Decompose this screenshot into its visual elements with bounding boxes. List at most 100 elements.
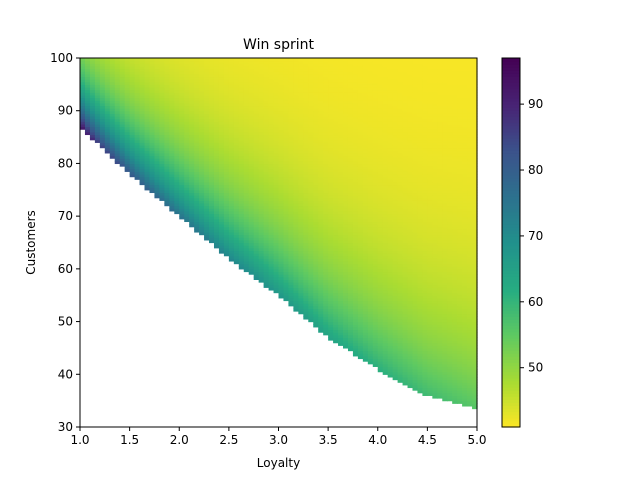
heatmap-cell	[154, 189, 160, 194]
heatmap-cell	[139, 137, 146, 141]
heatmap-cell	[377, 326, 384, 331]
heatmap-cell	[397, 305, 404, 309]
heatmap-cell	[347, 184, 354, 188]
heatmap-cell	[338, 131, 344, 136]
heatmap-cell	[293, 79, 299, 83]
heatmap-cell	[303, 94, 309, 99]
heatmap-cell	[352, 86, 359, 91]
heatmap-cell	[377, 158, 384, 162]
heatmap-cell	[169, 142, 175, 146]
heatmap-cell	[293, 250, 299, 254]
heatmap-cell	[283, 234, 290, 238]
heatmap-cell	[333, 255, 339, 259]
heatmap-cell	[109, 137, 116, 141]
heatmap-cell	[228, 158, 235, 162]
heatmap-cell	[343, 118, 349, 122]
heatmap-cell	[134, 176, 141, 180]
heatmap-cell	[238, 160, 245, 165]
heatmap-cell	[298, 289, 304, 294]
heatmap-cell	[303, 260, 309, 265]
heatmap-cell	[273, 79, 280, 83]
heatmap-cell	[392, 158, 399, 162]
heatmap-cell	[263, 224, 270, 228]
heatmap-cell	[80, 81, 86, 85]
heatmap-cell	[164, 121, 170, 125]
heatmap-cell	[169, 89, 175, 93]
heatmap-cell	[323, 197, 329, 201]
heatmap-cell	[392, 358, 399, 362]
heatmap-cell	[233, 216, 240, 220]
heatmap-cell	[357, 226, 364, 230]
heatmap-cell	[243, 171, 250, 175]
heatmap-cell	[149, 81, 156, 85]
heatmap-cell	[357, 284, 364, 288]
heatmap-cell	[377, 260, 384, 265]
heatmap-cell	[248, 137, 255, 141]
heatmap-cell	[204, 81, 210, 85]
heatmap-cell	[278, 68, 285, 72]
heatmap-cell	[362, 253, 369, 257]
heatmap-cell	[313, 292, 319, 296]
heatmap-cell	[372, 318, 379, 323]
heatmap-cell	[243, 139, 250, 143]
heatmap-cell	[357, 126, 364, 130]
heatmap-cell	[308, 97, 314, 101]
heatmap-cell	[288, 126, 294, 130]
heatmap-cell	[89, 121, 96, 125]
heatmap-cell	[263, 253, 270, 257]
heatmap-cell	[253, 131, 260, 136]
heatmap-cell	[293, 224, 299, 228]
heatmap-cell	[303, 171, 309, 175]
heatmap-cells	[80, 58, 478, 410]
heatmap-cell	[213, 234, 220, 238]
heatmap-cell	[288, 263, 294, 267]
heatmap-cell	[288, 97, 294, 101]
heatmap-cell	[109, 92, 116, 96]
heatmap-cell	[169, 92, 175, 96]
heatmap-cell	[328, 171, 334, 175]
heatmap-cell	[352, 181, 359, 186]
heatmap-cell	[184, 79, 190, 83]
heatmap-cell	[377, 345, 384, 349]
heatmap-cell	[283, 297, 290, 302]
heatmap-cell	[189, 113, 195, 117]
heatmap-cell	[109, 73, 116, 78]
heatmap-cell	[174, 71, 180, 75]
heatmap-cell	[189, 129, 195, 133]
heatmap-cell	[328, 163, 334, 167]
heatmap-cell	[199, 181, 205, 186]
heatmap-cell	[298, 268, 304, 273]
heatmap-cell	[343, 242, 349, 246]
heatmap-cell	[372, 158, 379, 162]
heatmap-cell	[288, 189, 294, 194]
heatmap-cell	[352, 311, 359, 315]
heatmap-cell	[233, 166, 240, 170]
heatmap-cell	[258, 84, 265, 88]
heatmap-cell	[258, 263, 265, 267]
heatmap-cell	[278, 210, 285, 215]
heatmap-cell	[209, 123, 215, 128]
heatmap-cell	[313, 279, 319, 283]
heatmap-cell	[288, 253, 294, 257]
heatmap-cell	[179, 123, 185, 128]
heatmap-cell	[189, 92, 195, 96]
heatmap-cell	[268, 226, 275, 230]
heatmap-cell	[288, 187, 294, 191]
heatmap-cell	[382, 213, 389, 217]
heatmap-cell	[293, 173, 299, 178]
heatmap-cell	[382, 184, 389, 188]
heatmap-cell	[387, 350, 394, 354]
heatmap-cell	[134, 160, 141, 165]
heatmap-cell	[367, 100, 374, 104]
heatmap-cell	[387, 97, 394, 101]
heatmap-cell	[189, 73, 195, 78]
heatmap-cell	[293, 113, 299, 117]
heatmap-cell	[352, 276, 359, 280]
heatmap-cell	[382, 110, 389, 114]
heatmap-cell	[258, 245, 265, 249]
heatmap-cell	[184, 118, 190, 122]
heatmap-cell	[204, 73, 210, 78]
heatmap-cell	[263, 126, 270, 130]
heatmap-cell	[392, 187, 399, 191]
heatmap-cell	[114, 105, 121, 109]
